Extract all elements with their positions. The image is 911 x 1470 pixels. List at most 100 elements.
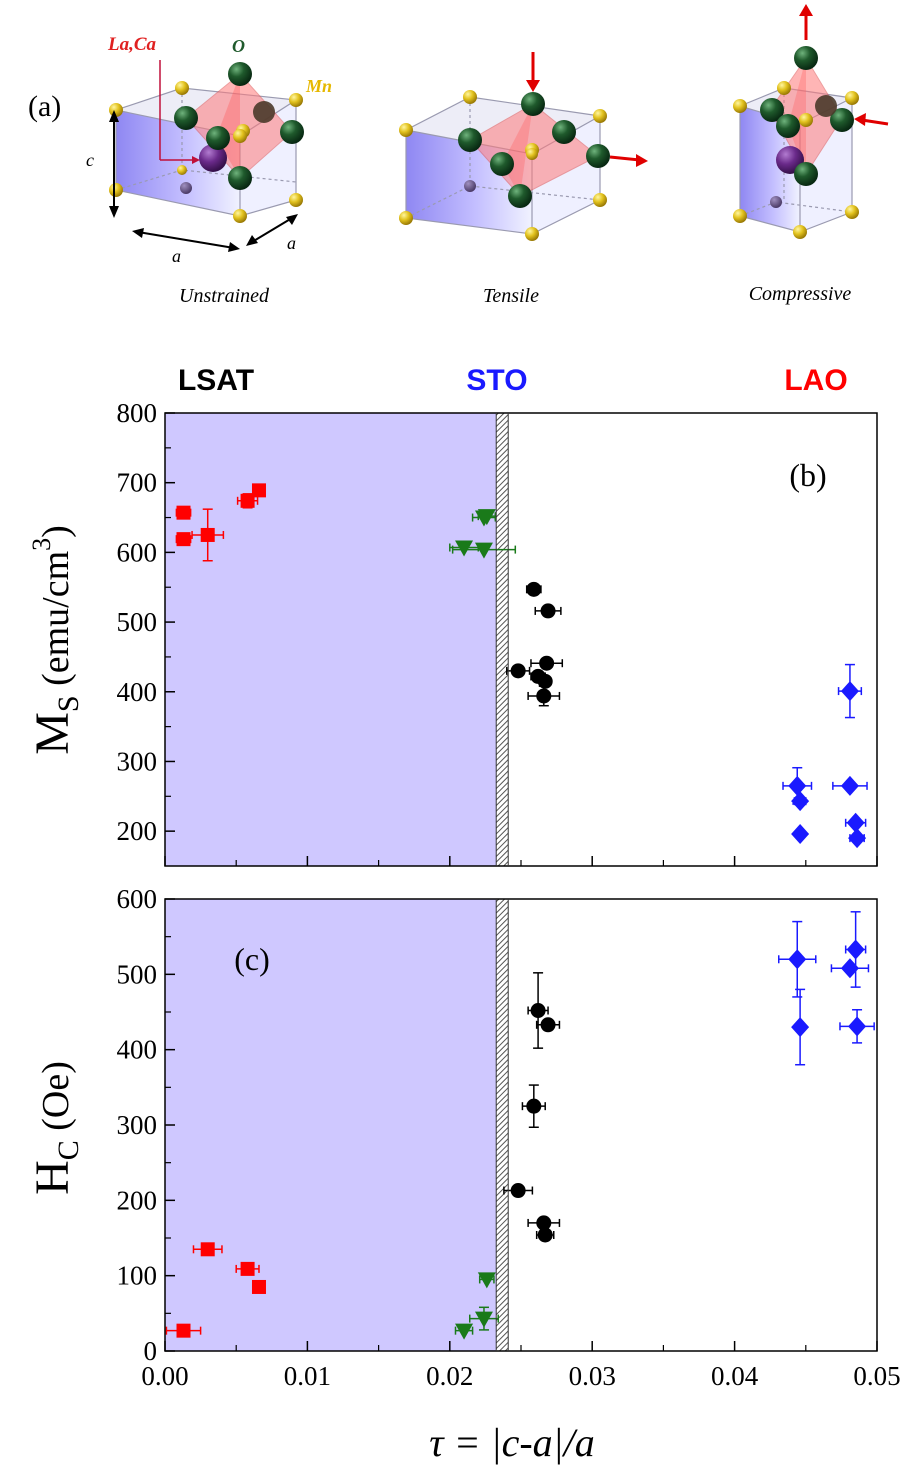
data-point-diamond [844, 911, 867, 988]
triangle-down-marker [477, 509, 496, 526]
data-point-square [251, 1279, 266, 1294]
cell-label-compressive: Compressive [749, 283, 852, 305]
y-ticks: 0 100 200 300 400 500 600 [117, 884, 175, 1366]
o-atoms [458, 92, 610, 208]
data-point-circle [527, 1215, 561, 1231]
data-point-circle [535, 1227, 555, 1243]
circle-marker [530, 1002, 546, 1018]
axis-c-label: c [86, 150, 94, 170]
x-tick-label: 0.05 [853, 1361, 900, 1391]
data-point-square [192, 1242, 223, 1257]
y-axis-label-c: HC (Oe) [26, 1061, 85, 1195]
circle-marker [537, 673, 553, 689]
circle-marker [539, 655, 555, 671]
axis-a-label-1: a [172, 246, 181, 266]
square-marker [240, 1261, 255, 1276]
y-tick-label: 300 [117, 1110, 158, 1140]
x-tick-label: 0.00 [141, 1361, 188, 1391]
cell-label-unstrained: Unstrained [179, 285, 270, 307]
data-point-triangle-down [454, 1323, 474, 1340]
x-axis-label: τ = |c-a|/a [429, 1420, 595, 1465]
circle-marker [526, 581, 542, 597]
circle-marker [536, 688, 552, 704]
data-point-circle [535, 1017, 561, 1033]
diamond-marker [848, 828, 867, 849]
square-marker [176, 1323, 191, 1338]
data-point-diamond [791, 823, 810, 844]
o-label: O [232, 36, 245, 56]
data-point-diamond [832, 775, 868, 796]
y-tick-label: 600 [117, 884, 158, 914]
mn-corner-atoms [399, 90, 607, 241]
data-point-square [251, 483, 266, 498]
data-point-square [235, 1261, 260, 1276]
diamond-marker [840, 775, 859, 796]
panel-c-label: (c) [234, 941, 270, 977]
hatched-boundary [496, 899, 509, 1351]
data-point-triangle-down [451, 542, 517, 559]
circle-marker [536, 1215, 552, 1231]
x-tick-label: 0.03 [569, 1361, 616, 1391]
y-tick-label: 400 [117, 677, 158, 707]
axis-a-label-2: a [287, 233, 296, 253]
data-point-circle [527, 972, 549, 1049]
diamond-marker [788, 775, 807, 796]
data-points [165, 911, 875, 1340]
mn-label: Mn [305, 76, 332, 96]
panel-b-ms-plot: 200 300 400 500 600 700 800 (b) MS (emu/cm3) [26, 398, 878, 867]
circle-marker [537, 1227, 553, 1243]
diamond-marker [791, 1017, 810, 1038]
y-tick-label: 100 [117, 1261, 158, 1291]
cell-label-tensile: Tensile [483, 285, 539, 307]
square-marker [176, 532, 191, 547]
data-point-triangle-down [477, 509, 497, 526]
y-tick-label: 500 [117, 607, 158, 637]
x-tick-label: 0.04 [711, 1361, 759, 1391]
y-tick-label: 400 [117, 1035, 158, 1065]
diamond-marker [846, 812, 865, 833]
data-point-circle [525, 581, 542, 597]
shaded-region [165, 899, 497, 1351]
y-tick-label: 800 [117, 398, 158, 428]
square-marker [200, 1242, 215, 1257]
data-point-circle [530, 655, 564, 671]
data-point-triangle-down [468, 1306, 499, 1331]
o-atoms [760, 46, 854, 186]
triangle-down-marker [455, 540, 474, 557]
triangle-down-marker [474, 1311, 493, 1328]
triangle-down-marker [477, 1272, 496, 1289]
diamond-marker [840, 681, 859, 702]
y-tick-label: 700 [117, 468, 158, 498]
data-point-diamond [839, 1008, 875, 1044]
triangle-down-marker [474, 542, 493, 559]
panel-b-label: (b) [789, 457, 826, 493]
x-tick-label: 0.01 [284, 1361, 331, 1391]
la-ca-label: La,Ca [107, 34, 157, 55]
data-point-circle [527, 685, 561, 707]
substrate-label-sto: STO [466, 364, 527, 397]
data-point-square [165, 1323, 202, 1338]
panel-c-hc-plot: 0 100 200 300 400 500 600 0.00 0.01 0.02 0.03 0.04… [26, 884, 901, 1465]
compressive-cell: Compressive [733, 4, 889, 305]
diamond-marker [788, 949, 807, 970]
square-marker [200, 527, 215, 542]
tensile-cell: Tensile [399, 52, 648, 307]
o-atoms [174, 62, 304, 190]
diamond-marker [848, 1016, 867, 1037]
x-ticks: 0.00 0.01 0.02 0.03 0.04 0.05 [141, 1341, 901, 1391]
mn-corner-atoms [733, 81, 859, 239]
substrate-labels: LSAT STO LAO [178, 364, 848, 397]
y-axis-label-b: MS (emu/cm3) [26, 525, 85, 755]
data-point-diamond [837, 663, 863, 719]
y-tick-label: 600 [117, 537, 158, 567]
data-point-square [175, 532, 192, 547]
diamond-marker [840, 958, 859, 979]
circle-marker [540, 1017, 556, 1033]
square-marker [251, 1279, 266, 1294]
diamond-marker [791, 791, 810, 812]
data-point-diamond [848, 828, 867, 849]
data-point-diamond [791, 988, 810, 1066]
data-point-diamond [830, 958, 870, 979]
data-points [175, 483, 868, 849]
y-tick-label: 200 [117, 816, 158, 846]
